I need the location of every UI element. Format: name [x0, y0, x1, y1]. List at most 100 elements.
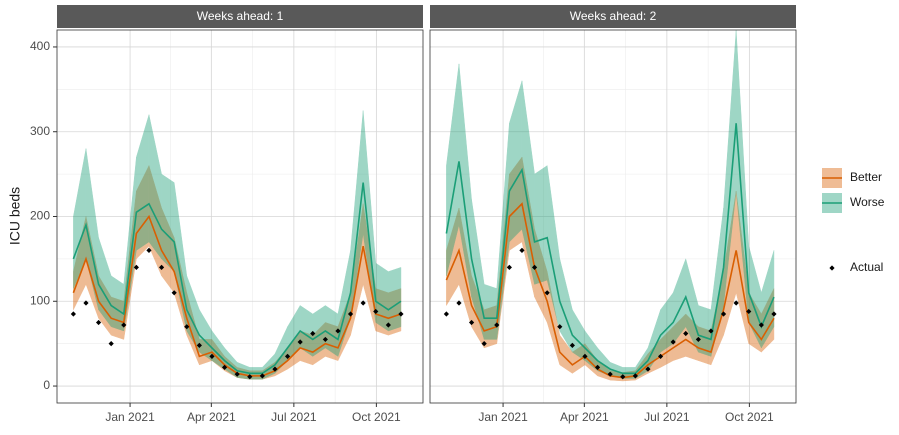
legend-label: Actual: [850, 260, 883, 274]
ribbon-segment: [546, 165, 561, 332]
point: [83, 300, 89, 306]
ribbon-segment: [458, 207, 472, 327]
y-tick-label: 200: [30, 209, 50, 223]
ribbon-segment: [446, 63, 460, 277]
panel-border: [56, 29, 424, 404]
legend-label: Better: [850, 170, 882, 184]
ribbon-segment: [521, 80, 535, 285]
ribbon-segment: [161, 173, 175, 272]
ribbon-segment: [325, 305, 339, 357]
x-tick-label: Apr 2021: [187, 410, 236, 424]
point: [494, 322, 500, 328]
point: [373, 308, 379, 315]
point: [582, 353, 588, 359]
point: [196, 342, 202, 348]
point: [670, 339, 676, 345]
point: [557, 324, 563, 330]
point: [121, 322, 127, 328]
point: [398, 311, 404, 317]
point: [360, 300, 366, 306]
point: [506, 264, 512, 270]
facet-title: Weeks ahead: 1: [197, 9, 284, 23]
point: [335, 328, 341, 334]
x-tick-label: Oct 2021: [725, 410, 774, 424]
ribbon-segment: [224, 347, 238, 378]
point: [247, 374, 253, 380]
ribbon-segment: [572, 309, 586, 361]
point: [607, 371, 613, 377]
point: [70, 311, 76, 317]
point: [158, 264, 165, 270]
ribbon-segment: [572, 343, 586, 374]
x-tick-label: Apr 2021: [560, 410, 609, 424]
point: [171, 290, 177, 296]
panel-border: [429, 29, 797, 404]
y-tick-label: 100: [30, 293, 50, 307]
point: [519, 247, 525, 254]
ribbon-segment: [375, 262, 389, 332]
ribbon-segment: [388, 288, 402, 336]
ribbon-segment: [748, 245, 762, 349]
point: [708, 328, 714, 334]
point: [569, 342, 575, 348]
facet-title: Weeks ahead: 2: [570, 9, 657, 23]
point: [657, 353, 664, 359]
point: [133, 264, 139, 270]
ribbon-segment: [446, 207, 460, 306]
line: [72, 182, 402, 375]
point: [322, 336, 328, 343]
ribbon: [446, 30, 775, 379]
point: [544, 290, 550, 296]
x-tick-label: Jan 2021: [105, 410, 155, 424]
point: [645, 366, 651, 372]
point: [385, 322, 391, 328]
point: [594, 364, 601, 370]
x-tick-label: Oct 2021: [352, 410, 401, 424]
line: [445, 123, 775, 375]
legend-label: Worse: [850, 195, 885, 209]
ribbon-segment: [672, 258, 687, 344]
y-tick-label: 400: [30, 39, 50, 53]
x-tick-label: Jul 2021: [271, 410, 317, 424]
point: [297, 339, 303, 345]
y-tick-label: 300: [30, 124, 50, 138]
point: [733, 300, 739, 306]
ribbon-segment: [534, 228, 548, 323]
point: [632, 373, 638, 379]
ribbon-segment: [136, 114, 150, 251]
ribbon-segment: [685, 258, 699, 353]
point: [347, 311, 354, 317]
point: [720, 311, 727, 317]
ribbon-segment: [698, 305, 712, 357]
point: [108, 341, 114, 347]
point: [284, 353, 291, 359]
ribbon-segment: [672, 313, 687, 361]
ribbon-segment: [148, 165, 162, 277]
point: [456, 300, 462, 306]
ribbon-segment: [186, 275, 200, 353]
ribbon-segment: [597, 360, 611, 381]
point: [209, 353, 215, 359]
ribbon-segment: [483, 284, 498, 340]
ribbon-segment: [748, 292, 762, 353]
point: [146, 247, 152, 254]
x-tick-label: Jan 2021: [478, 410, 528, 424]
y-tick-label: 0: [43, 378, 50, 392]
point: [221, 364, 228, 370]
ribbon-segment: [312, 305, 326, 357]
point: [184, 324, 190, 330]
x-tick-label: Jul 2021: [644, 410, 690, 424]
ribbon-segment: [388, 267, 402, 332]
point: [758, 322, 764, 328]
point: [771, 311, 777, 317]
ribbon-segment: [325, 322, 339, 361]
ribbon-segment: [509, 156, 523, 251]
point: [531, 264, 538, 270]
point: [234, 371, 240, 377]
ribbon-segment: [509, 80, 523, 243]
y-axis-label: ICU beds: [7, 187, 23, 245]
facet-strip: [430, 5, 796, 28]
ribbon-segment: [584, 330, 598, 372]
point: [259, 373, 265, 379]
